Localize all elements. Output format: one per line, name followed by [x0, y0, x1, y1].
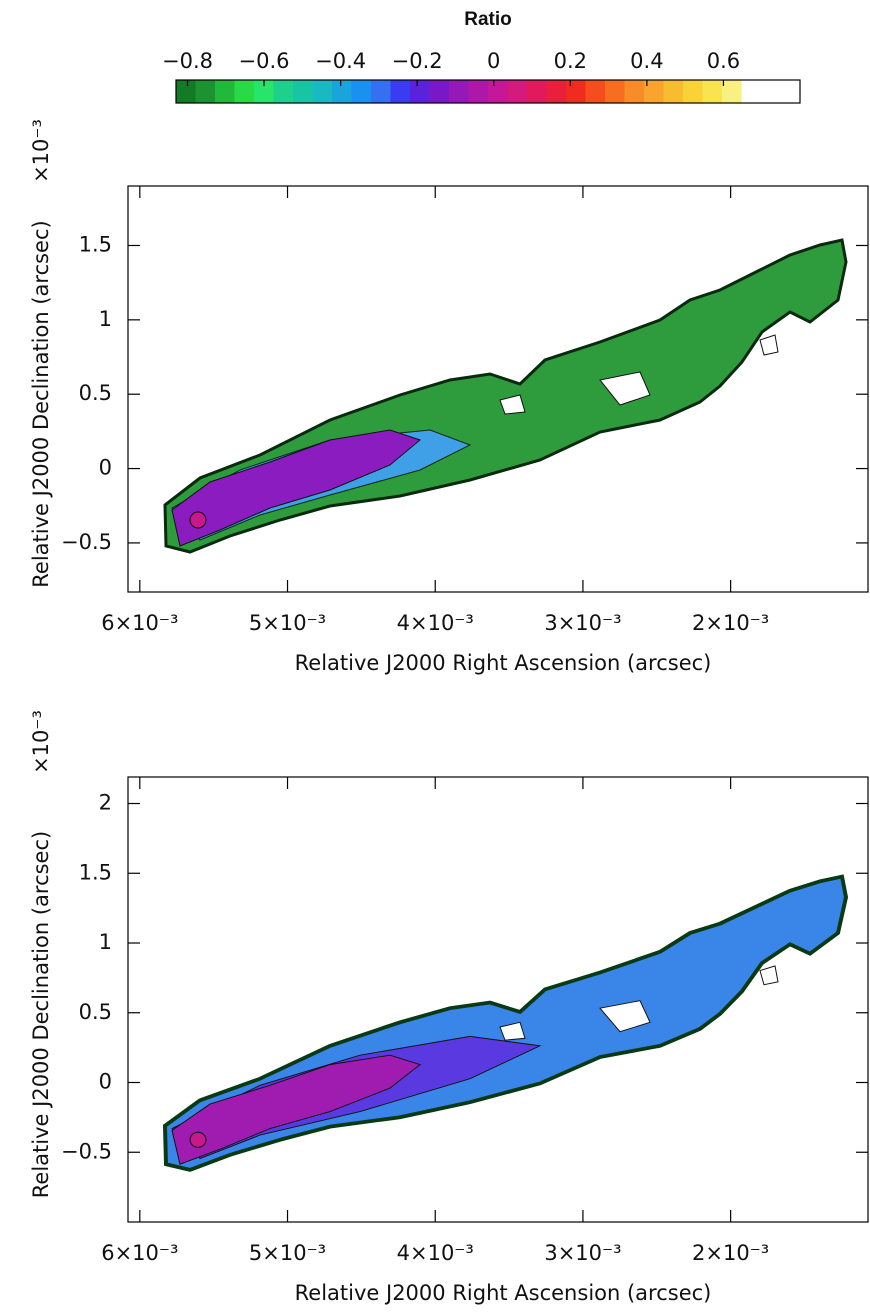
y-tick-label: 2	[99, 791, 112, 815]
color-band	[351, 80, 372, 103]
colorbar-title: Ratio	[464, 9, 512, 30]
color-band	[468, 80, 489, 103]
y-tick-label: 0	[99, 456, 112, 480]
color-band	[663, 80, 684, 103]
x-tick-label: 2×10⁻³	[692, 1241, 769, 1265]
x-tick-label: 0.4	[630, 49, 663, 73]
color-band	[722, 80, 742, 103]
color-band	[312, 80, 333, 103]
y-tick-label: −0.5	[61, 530, 112, 554]
color-band	[488, 80, 508, 103]
color-band	[429, 80, 450, 103]
x-tick-label: 3×10⁻³	[544, 611, 621, 635]
color-band	[585, 80, 606, 103]
colorbar-frame	[175, 79, 801, 104]
x-tick-label: 6×10⁻³	[101, 1241, 178, 1265]
color-band	[566, 80, 586, 103]
x-tick-label: 3×10⁻³	[544, 1241, 621, 1265]
x-axis-title: Relative J2000 Right Ascension (arcsec)	[295, 651, 712, 675]
color-band	[215, 80, 235, 103]
color-band	[780, 80, 801, 103]
x-axis-title: Relative J2000 Right Ascension (arcsec)	[295, 1281, 712, 1305]
color-band	[390, 80, 411, 103]
x-tick-label: −0.2	[392, 49, 443, 73]
y-axis-title: Relative J2000 Declination (arcsec)	[29, 831, 53, 1198]
x-tick-label: −0.6	[239, 49, 290, 73]
color-band	[371, 80, 391, 103]
y-tick-label: 1.5	[79, 860, 112, 884]
y-unit: ×10⁻³	[29, 119, 53, 183]
color-band	[527, 80, 547, 103]
color-band	[546, 80, 567, 103]
x-tick-label: 4×10⁻³	[397, 1241, 474, 1265]
jet-image	[163, 238, 848, 554]
color-band	[254, 80, 274, 103]
y-tick-label: 1.5	[79, 232, 112, 256]
x-tick-label: 0.6	[707, 49, 740, 73]
color-band	[507, 80, 528, 103]
y-axis-title: Relative J2000 Declination (arcsec)	[29, 220, 53, 587]
color-band	[741, 80, 762, 103]
x-tick-label: 0	[487, 49, 500, 73]
x-tick-label: 5×10⁻³	[249, 611, 326, 635]
jet-image	[163, 874, 848, 1172]
y-tick-label: 1	[99, 307, 112, 331]
color-band	[332, 80, 352, 103]
color-band	[273, 80, 294, 103]
plot-frame	[127, 185, 869, 593]
y-tick-label: 0.5	[79, 381, 112, 405]
y-tick-label: 0	[99, 1070, 112, 1094]
y-tick-label: −0.5	[61, 1139, 112, 1163]
x-tick-label: 5×10⁻³	[249, 1241, 326, 1265]
x-tick-label: −0.8	[162, 49, 213, 73]
color-band	[702, 80, 723, 103]
x-tick-label: −0.4	[315, 49, 366, 73]
color-band	[644, 80, 664, 103]
x-tick-label: 4×10⁻³	[397, 611, 474, 635]
y-unit: ×10⁻³	[29, 710, 53, 774]
x-tick-label: 6×10⁻³	[101, 611, 178, 635]
color-band	[410, 80, 430, 103]
color-band	[293, 80, 313, 103]
y-tick-label: 0.5	[79, 1000, 112, 1024]
color-band	[761, 80, 781, 103]
color-band	[449, 80, 469, 103]
color-band	[176, 80, 196, 103]
color-band	[605, 80, 625, 103]
color-band	[683, 80, 703, 103]
y-tick-label: 1	[99, 930, 112, 954]
color-band	[234, 80, 255, 103]
color-band	[624, 80, 645, 103]
plot-frame	[127, 776, 869, 1223]
x-tick-label: 2×10⁻³	[692, 611, 769, 635]
x-tick-label: 0.2	[554, 49, 587, 73]
color-band	[195, 80, 216, 103]
